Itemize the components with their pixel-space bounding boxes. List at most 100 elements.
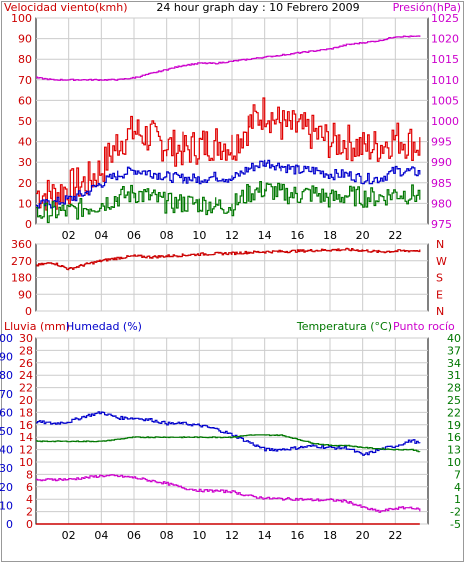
climate-x-tick-18: 18 — [323, 529, 337, 542]
climate-x-tick-22: 22 — [388, 529, 402, 542]
rain-y-tick-24: 24 — [19, 369, 33, 382]
humidity-y-tick-70: 70 — [0, 388, 13, 401]
temperature-y-tick--2: -2 — [450, 506, 461, 519]
direction-y-tick-360: 360 — [11, 238, 32, 251]
direction-y-tick-0: 0 — [25, 305, 32, 318]
temperature-y-tick-22: 22 — [447, 406, 461, 419]
series-humidity-line — [36, 411, 421, 456]
direction-compass-3-W: W — [436, 255, 447, 268]
rain-y-tick-20: 20 — [19, 394, 33, 407]
humidity-y-tick-90: 90 — [0, 351, 13, 364]
humidity-y-tick-10: 10 — [0, 499, 13, 512]
temperature-y-tick-1: 1 — [454, 493, 461, 506]
wind-x-tick-10: 10 — [192, 229, 206, 242]
rain-y-tick-14: 14 — [19, 431, 33, 444]
climate-x-tick-14: 14 — [258, 529, 272, 542]
wind-x-tick-22: 22 — [388, 229, 402, 242]
wind-x-tick-08: 08 — [160, 229, 174, 242]
humidity-axis-title: Humedad (%) — [66, 320, 142, 333]
rain-y-tick-28: 28 — [19, 344, 33, 357]
pressure-y-tick-995: 995 — [431, 136, 452, 149]
pressure-y-tick-985: 985 — [431, 177, 452, 190]
wind-y-tick-0: 0 — [25, 218, 32, 231]
climate-x-tick-16: 16 — [290, 529, 304, 542]
wind-x-tick-04: 04 — [94, 229, 108, 242]
wind-x-tick-12: 12 — [225, 229, 239, 242]
wind-y-tick-90: 90 — [18, 33, 32, 46]
climate-x-tick-08: 08 — [160, 529, 174, 542]
humidity-y-tick-40: 40 — [0, 444, 13, 457]
wind-y-tick-20: 20 — [18, 177, 32, 190]
humidity-y-tick-80: 80 — [0, 369, 13, 382]
pressure-y-tick-1015: 1015 — [431, 53, 459, 66]
wind-x-tick-14: 14 — [258, 229, 272, 242]
pressure-y-tick-1010: 1010 — [431, 74, 459, 87]
rain-y-tick-0: 0 — [26, 518, 33, 531]
rain-y-tick-8: 8 — [26, 468, 33, 481]
series-pressure-line — [36, 35, 421, 81]
pressure-axis-title: Presión(hPa) — [393, 1, 461, 14]
wind-speed-axis-title: Velocidad viento(kmh) — [4, 1, 128, 14]
temperature-y-tick-16: 16 — [447, 431, 461, 444]
series-min-line — [36, 181, 421, 224]
wind-y-tick-60: 60 — [18, 94, 32, 107]
direction-y-tick-180: 180 — [11, 272, 32, 285]
pressure-y-tick-1000: 1000 — [431, 115, 459, 128]
pressure-y-tick-1005: 1005 — [431, 94, 459, 107]
rain-y-tick-18: 18 — [19, 406, 33, 419]
humidity-y-tick-60: 60 — [0, 406, 13, 419]
rain-y-tick-26: 26 — [19, 357, 33, 370]
humidity-y-tick-20: 20 — [0, 481, 13, 494]
rain-axis-title: Lluvia (mm) — [4, 320, 70, 333]
temperature-y-tick-19: 19 — [447, 419, 461, 432]
direction-compass-4-N: N — [436, 238, 444, 251]
direction-y-tick-270: 270 — [11, 255, 32, 268]
pressure-y-tick-975: 975 — [431, 218, 452, 231]
temperature-y-tick--5: -5 — [450, 518, 461, 531]
wind-y-tick-10: 10 — [18, 197, 32, 210]
temperature-y-tick-4: 4 — [454, 481, 461, 494]
direction-compass-1-E: E — [436, 288, 443, 301]
rain-y-tick-4: 4 — [26, 493, 33, 506]
temperature-y-tick-40: 40 — [447, 332, 461, 345]
wind-y-tick-50: 50 — [18, 115, 32, 128]
direction-compass-2-S: S — [436, 272, 443, 285]
temperature-y-tick-25: 25 — [447, 394, 461, 407]
humidity-y-tick-50: 50 — [0, 425, 13, 438]
pressure-y-tick-980: 980 — [431, 197, 452, 210]
wind-x-tick-06: 06 — [127, 229, 141, 242]
temperature-y-tick-31: 31 — [447, 369, 461, 382]
climate-x-tick-02: 02 — [62, 529, 76, 542]
rain-y-tick-6: 6 — [26, 481, 33, 494]
temperature-y-tick-28: 28 — [447, 382, 461, 395]
wind-y-tick-80: 80 — [18, 53, 32, 66]
rain-y-tick-22: 22 — [19, 382, 33, 395]
wind-y-tick-40: 40 — [18, 136, 32, 149]
wind-x-tick-02: 02 — [62, 229, 76, 242]
climate-x-tick-04: 04 — [94, 529, 108, 542]
pressure-y-tick-1020: 1020 — [431, 33, 459, 46]
dewpoint-axis-title: Punto rocío — [393, 320, 455, 333]
wind-x-tick-16: 16 — [290, 229, 304, 242]
climate-x-tick-06: 06 — [127, 529, 141, 542]
temperature-y-tick-10: 10 — [447, 456, 461, 469]
temperature-y-tick-13: 13 — [447, 444, 461, 457]
temperature-y-tick-7: 7 — [454, 468, 461, 481]
direction-compass-0-N: N — [436, 305, 444, 318]
climate-x-tick-10: 10 — [192, 529, 206, 542]
rain-y-tick-30: 30 — [19, 332, 33, 345]
rain-y-tick-16: 16 — [19, 419, 33, 432]
humidity-y-tick-100: 100 — [0, 332, 13, 345]
series-dewpoint-line — [36, 474, 421, 513]
direction-y-tick-90: 90 — [18, 288, 32, 301]
climate-x-tick-20: 20 — [356, 529, 370, 542]
wind-x-tick-18: 18 — [323, 229, 337, 242]
series-avg-line — [36, 159, 421, 209]
temperature-y-tick-37: 37 — [447, 344, 461, 357]
pressure-y-tick-990: 990 — [431, 156, 452, 169]
rain-y-tick-10: 10 — [19, 456, 33, 469]
wind-x-tick-20: 20 — [356, 229, 370, 242]
wind-y-tick-30: 30 — [18, 156, 32, 169]
